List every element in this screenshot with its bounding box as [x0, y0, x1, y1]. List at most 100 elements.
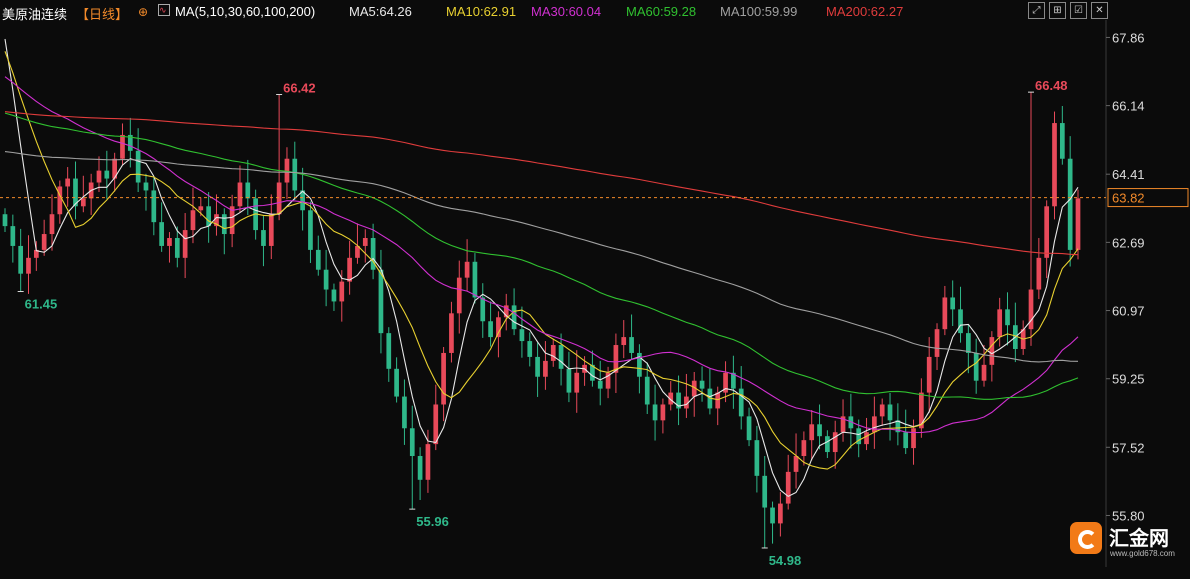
candle-body	[926, 356, 932, 393]
candle-body	[402, 396, 407, 429]
candle-body	[801, 440, 807, 457]
candle-body	[425, 444, 431, 480]
candle-body	[386, 333, 392, 369]
candle-body	[817, 424, 822, 437]
candle-body	[644, 376, 650, 405]
candle-body	[997, 309, 1003, 338]
candle-body	[143, 182, 149, 191]
candle-body	[825, 436, 830, 453]
candle-body	[543, 360, 548, 377]
candle-body	[903, 432, 909, 449]
candle-body	[652, 404, 658, 421]
y-tick-label: 62.69	[1112, 235, 1145, 250]
candle-body	[605, 372, 611, 389]
candle-body	[464, 261, 470, 278]
candle-body	[950, 297, 956, 310]
candle-body	[339, 281, 345, 302]
candle-body	[942, 297, 948, 330]
candle-body	[237, 182, 243, 207]
crosshair-icon[interactable]: ⊕	[138, 5, 149, 19]
ma5-line	[4, 38, 1079, 498]
candle-body	[793, 456, 799, 472]
candle-body	[754, 440, 760, 476]
candle-body	[527, 341, 533, 357]
candle-body	[629, 337, 634, 353]
expand-icon[interactable]: ⤢	[1028, 2, 1045, 19]
chart-settings-icon[interactable]: ☑	[1070, 2, 1087, 19]
candle-body	[1036, 257, 1042, 290]
candle-body	[762, 475, 768, 508]
candle-body	[496, 317, 501, 338]
candle-body	[809, 424, 815, 441]
close-icon[interactable]: ✕	[1091, 2, 1108, 19]
candle-body	[1005, 309, 1010, 326]
candle-body	[378, 269, 384, 334]
candle-body	[895, 420, 901, 433]
ma-indicator-icon[interactable]: ∿	[158, 4, 170, 16]
candle-body	[770, 507, 775, 524]
candle-body	[503, 305, 509, 318]
candle-body	[245, 182, 251, 199]
candle-body	[989, 337, 995, 365]
candle-body	[558, 345, 564, 369]
candle-body	[574, 372, 580, 393]
candle-body	[919, 392, 924, 429]
y-tick-label: 60.97	[1112, 304, 1145, 319]
candle-body	[911, 428, 916, 449]
logo-text: 汇金网	[1109, 528, 1169, 550]
candle-body	[112, 158, 117, 179]
ma30-value: MA30:60.04	[531, 4, 602, 19]
candle-body	[848, 416, 854, 429]
candle-body	[261, 230, 266, 246]
header-bar: 美原油连续 【日线】 ⊕ ∿ MA(5,10,30,60,100,200) MA…	[0, 0, 1190, 24]
candle-body	[33, 249, 39, 258]
candle-body	[1028, 289, 1034, 330]
candle-body	[864, 432, 869, 445]
symbol-title[interactable]: 美原油连续	[2, 7, 68, 22]
high-label: 66.42	[283, 81, 316, 96]
candle-body	[590, 364, 595, 381]
candle-body	[832, 432, 838, 453]
candle-body	[934, 329, 940, 357]
candle-body	[276, 182, 282, 215]
candle-body	[668, 392, 674, 405]
candle-body	[159, 222, 164, 246]
candle-body	[323, 269, 329, 290]
period-label[interactable]: 【日线】	[76, 7, 129, 22]
candle-body	[723, 372, 728, 393]
ma-settings-label[interactable]: MA(5,10,30,60,100,200)	[175, 4, 316, 19]
candle-body	[355, 245, 360, 258]
candle-body	[456, 277, 462, 314]
ma10-value: MA10:62.91	[446, 4, 517, 19]
y-tick-label: 57.52	[1112, 440, 1145, 455]
candle-body	[174, 238, 180, 258]
candle-body	[362, 238, 368, 246]
logo-url: www.gold678.com	[1110, 549, 1175, 558]
candle-body	[57, 186, 63, 215]
candle-body	[127, 134, 133, 151]
shrink-icon[interactable]: ⊞	[1049, 2, 1066, 19]
candle-body	[840, 416, 846, 433]
ma60-line	[4, 112, 1079, 400]
candle-body	[637, 352, 642, 377]
y-tick-label: 67.86	[1112, 30, 1145, 45]
candle-body	[315, 249, 321, 270]
low-label: 55.96	[416, 514, 449, 529]
candle-body	[214, 214, 219, 227]
candle-body	[190, 210, 196, 231]
candle-body	[566, 368, 572, 393]
candle-body	[65, 178, 71, 187]
candle-body	[96, 170, 102, 183]
candle-body	[519, 329, 525, 342]
y-tick-label: 59.25	[1112, 372, 1145, 387]
candles	[2, 92, 1081, 548]
candle-body	[120, 134, 125, 159]
high-label: 66.48	[1035, 78, 1068, 93]
gold678-logo: 汇金网 www.gold678.com	[1067, 518, 1185, 564]
candle-body	[981, 364, 987, 381]
candle-body	[676, 392, 681, 409]
ma100-value: MA100:59.99	[720, 4, 798, 19]
candle-body	[221, 214, 227, 235]
low-label: 54.98	[769, 553, 802, 568]
